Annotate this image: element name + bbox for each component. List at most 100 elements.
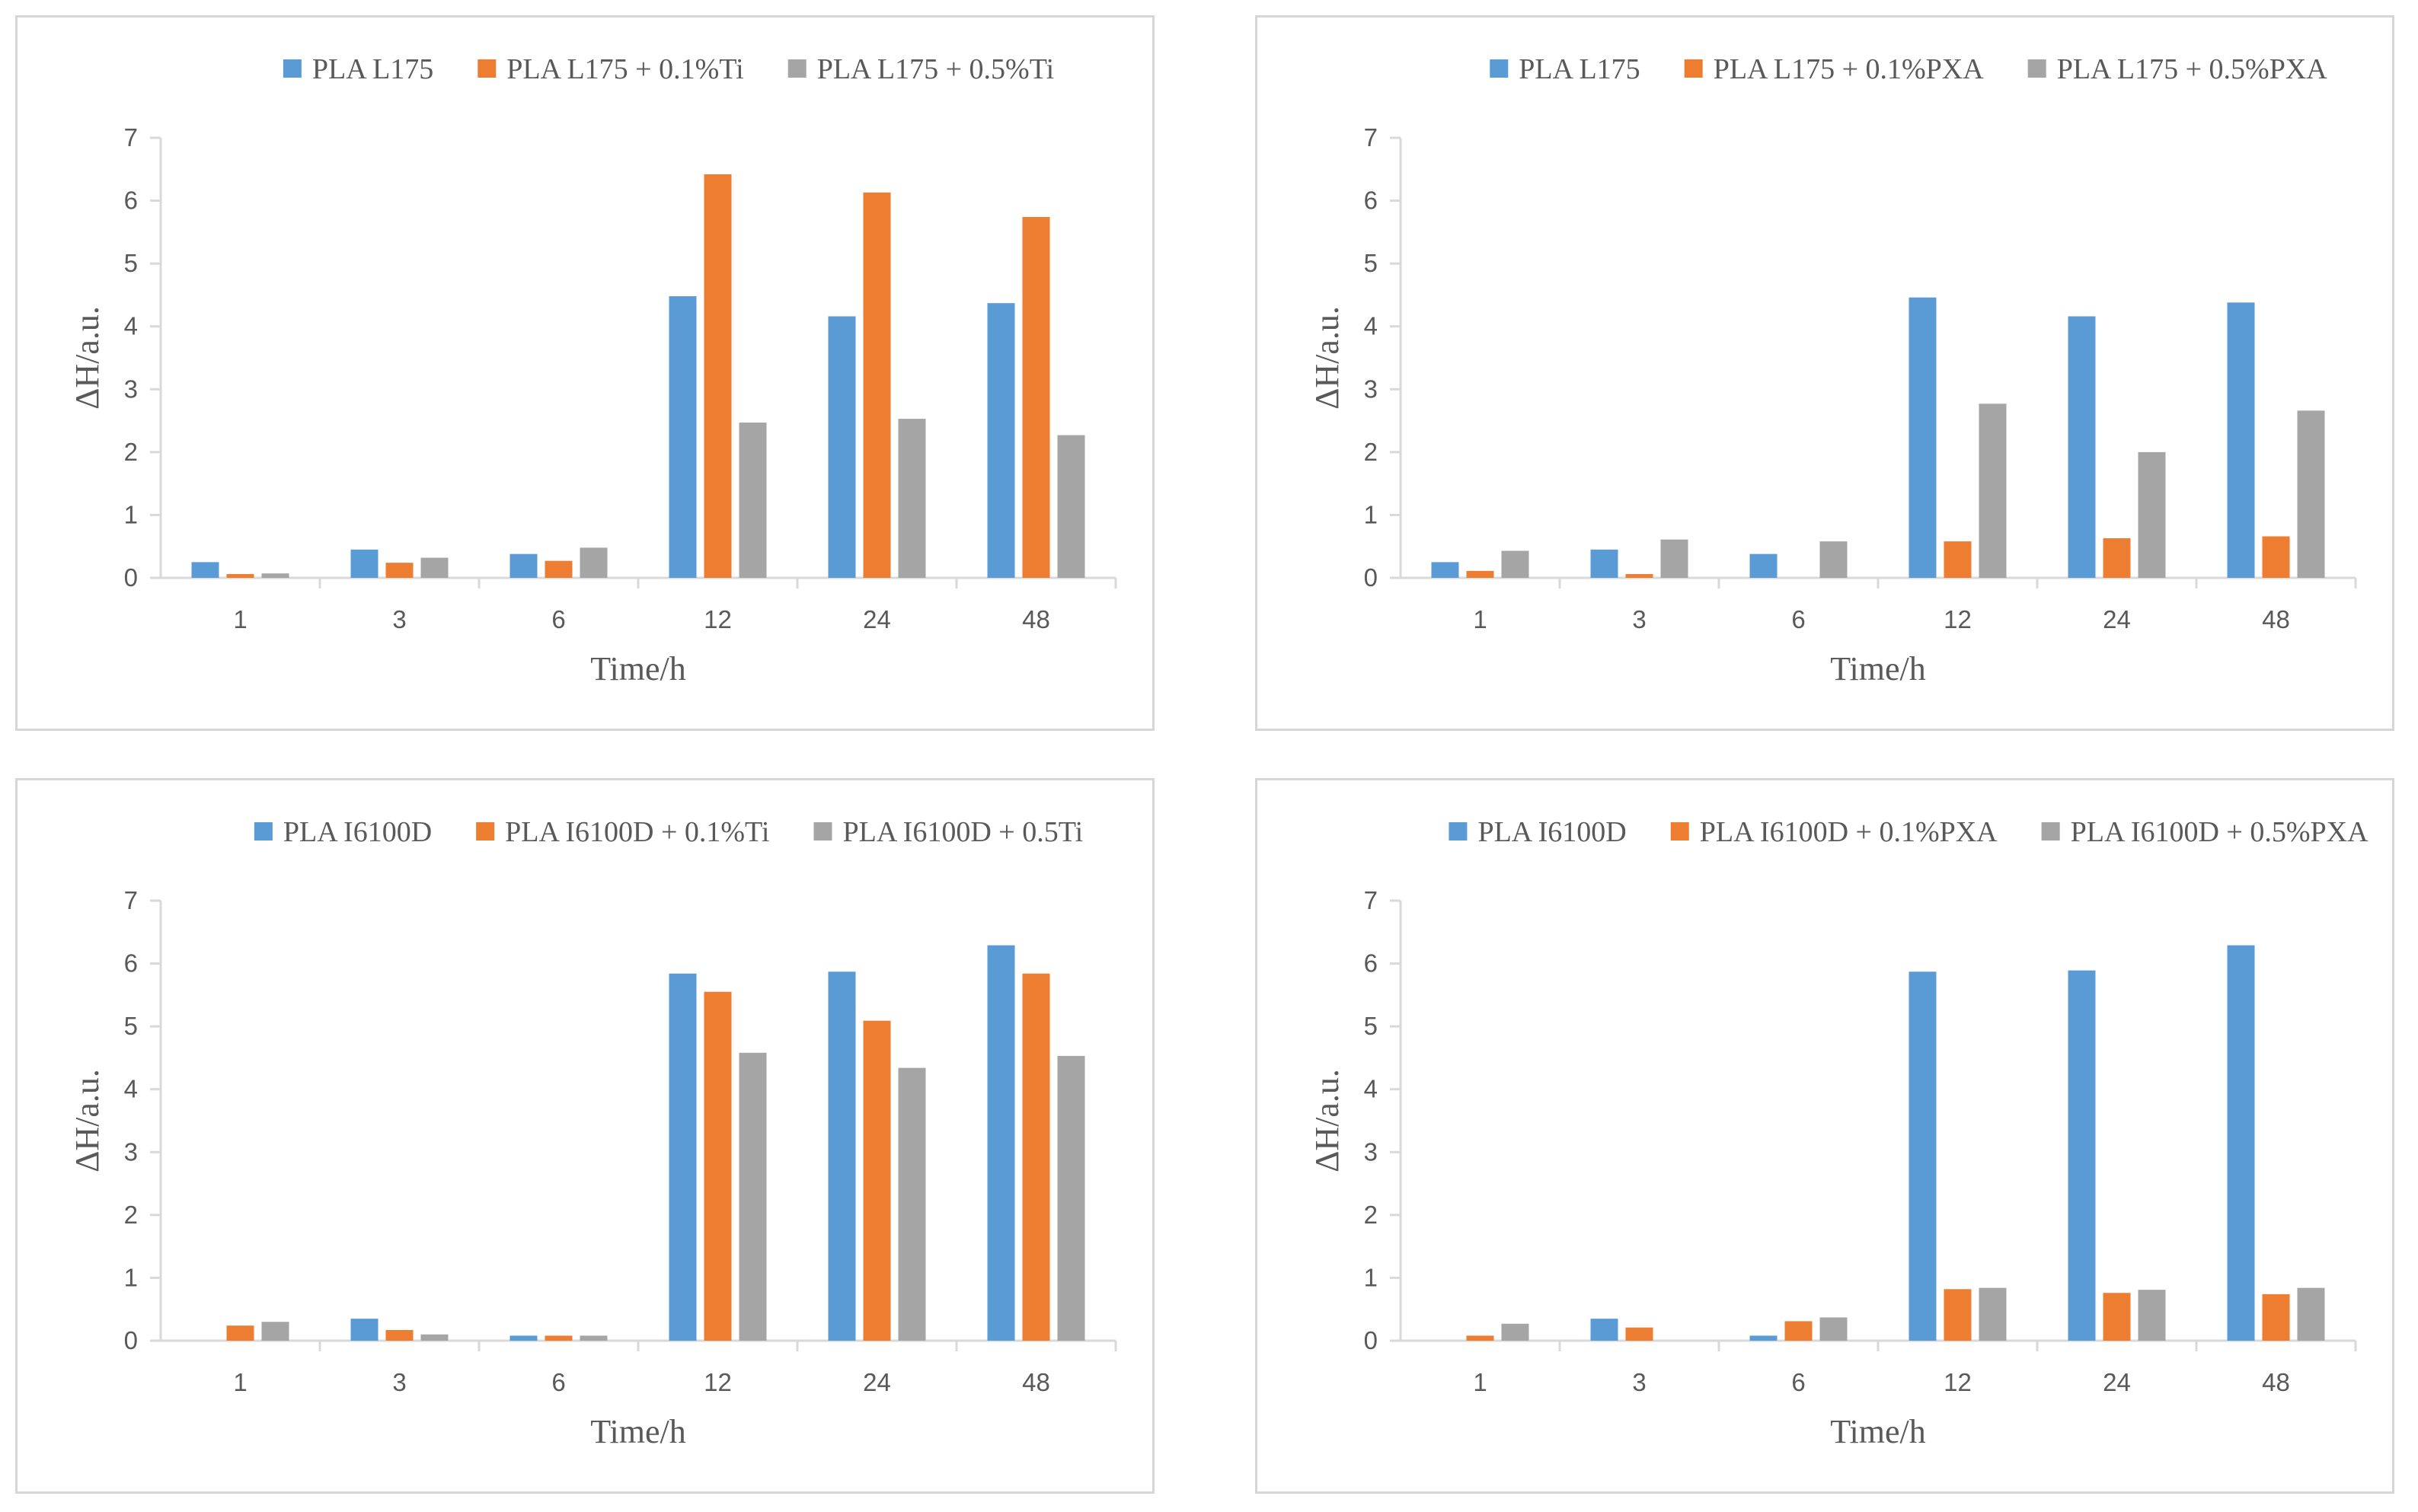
bar-pla-l175-0-1-ti-t48 <box>1022 217 1050 578</box>
bar-pla-i6100d-0-1-pxa-t6 <box>1784 1321 1813 1341</box>
y-tick-label: 0 <box>124 563 138 592</box>
legend-swatch <box>2041 822 2060 841</box>
x-tick-label: 48 <box>2262 605 2290 633</box>
bar-pla-i6100d-0-1-pxa-t24 <box>2103 1293 2131 1341</box>
bar-pla-i6100d-0-1-ti-t24 <box>863 1020 891 1341</box>
bar-pla-i6100d-0-5-pxa-t24 <box>2138 1290 2166 1341</box>
y-tick-label: 6 <box>124 187 138 215</box>
legend-swatch <box>1490 59 1509 78</box>
x-tick-label: 6 <box>1791 605 1805 633</box>
x-tick-label: 48 <box>1022 605 1050 633</box>
legend-swatch <box>1684 59 1703 78</box>
y-tick-label: 7 <box>1364 123 1378 152</box>
y-tick-label: 7 <box>1364 886 1378 914</box>
y-tick-label: 1 <box>1364 1263 1378 1291</box>
bar-pla-i6100d-t6 <box>509 1335 538 1341</box>
bar-pla-i6100d-0-1-ti-t1 <box>226 1325 254 1341</box>
x-axis-title: Time/h <box>590 1413 686 1450</box>
bar-pla-l175-t3 <box>1590 549 1618 578</box>
x-tick-label: 3 <box>1632 1368 1646 1396</box>
y-tick-label: 3 <box>124 375 138 403</box>
bar-pla-l175-t48 <box>987 303 1015 578</box>
bar-pla-i6100d-0-5-pxa-t6 <box>1819 1317 1848 1341</box>
y-tick-label: 2 <box>124 1201 138 1229</box>
bar-pla-l175-0-5-ti-t1 <box>261 573 289 578</box>
bar-pla-l175-t1 <box>191 562 219 578</box>
x-tick-label: 6 <box>551 1368 565 1396</box>
y-tick-label: 2 <box>1364 438 1378 466</box>
x-tick-label: 3 <box>392 1368 406 1396</box>
y-tick-label: 5 <box>124 1012 138 1040</box>
chart-panel-bottom-right: 0 1 2 3 4 5 6 7 1 3 6 12 24 48 Time/h ΔH/a.u. PLA I6100D… <box>1255 778 2394 1494</box>
x-axis-title: Time/h <box>590 650 686 687</box>
y-tick-label: 1 <box>124 500 138 528</box>
x-tick-label: 6 <box>1791 1368 1805 1396</box>
bar-pla-l175-t12 <box>1909 297 1937 578</box>
y-tick-label: 4 <box>1364 312 1378 340</box>
bar-pla-l175-0-1-pxa-t48 <box>2262 536 2290 578</box>
y-tick-label: 2 <box>124 438 138 466</box>
legend-swatch <box>476 822 495 841</box>
bar-pla-l175-0-5-pxa-t6 <box>1819 541 1848 578</box>
y-tick-label: 3 <box>1364 375 1378 403</box>
x-tick-label: 1 <box>1473 1368 1487 1396</box>
bar-pla-l175-0-5-pxa-t3 <box>1660 539 1688 578</box>
legend-label: PLA I6100D <box>283 816 432 848</box>
bar-pla-l175-0-1-pxa-t12 <box>1944 541 1972 578</box>
bar-pla-i6100d-0-5ti-t3 <box>420 1334 449 1341</box>
bar-pla-i6100d-0-5ti-t6 <box>580 1335 608 1341</box>
x-tick-label: 24 <box>2103 1368 2131 1396</box>
bar-pla-l175-t12 <box>669 296 697 578</box>
y-axis-title: ΔH/a.u. <box>69 1069 106 1172</box>
bar-pla-i6100d-0-1-pxa-t12 <box>1944 1289 1972 1341</box>
legend-swatch <box>787 59 807 78</box>
y-tick-label: 4 <box>1364 1075 1378 1103</box>
bar-pla-i6100d-0-1-ti-t48 <box>1022 973 1050 1341</box>
legend: PLA I6100D PLA I6100D + 0.1%PXA PLA I6100D… <box>1449 816 2368 848</box>
bar-pla-i6100d-0-5-pxa-t48 <box>2297 1287 2325 1341</box>
bar-pla-i6100d-0-1-ti-t12 <box>704 991 732 1341</box>
bar-pla-i6100d-0-1-pxa-t48 <box>2262 1293 2290 1341</box>
legend-swatch <box>1449 822 1468 841</box>
y-tick-label: 0 <box>1364 563 1378 592</box>
y-axis-title: ΔH/a.u. <box>1308 1069 1346 1172</box>
x-tick-label: 12 <box>704 605 732 633</box>
legend-swatch <box>283 59 302 78</box>
y-tick-label: 5 <box>124 249 138 277</box>
y-tick-label: 2 <box>1364 1201 1378 1229</box>
bar-pla-l175-0-1-ti-t24 <box>863 192 891 578</box>
legend-swatch <box>1670 822 1689 841</box>
legend-label: PLA I6100D + 0.5%PXA <box>2071 816 2368 848</box>
y-tick-label: 0 <box>1364 1326 1378 1354</box>
bar-pla-l175-t24 <box>2068 316 2096 578</box>
bar-pla-i6100d-0-1-ti-t3 <box>385 1329 414 1341</box>
bar-pla-i6100d-t3 <box>350 1319 379 1341</box>
chart-panel-top-right: 0 1 2 3 4 5 6 7 1 3 6 12 24 48 Time/h ΔH/a.u. PLA L175 PL… <box>1255 15 2394 731</box>
x-tick-label: 48 <box>2262 1368 2290 1396</box>
bar-pla-l175-t1 <box>1431 562 1459 578</box>
y-tick-label: 0 <box>124 1326 138 1354</box>
bar-pla-i6100d-t48 <box>987 945 1015 1341</box>
bar-pla-i6100d-t3 <box>1590 1319 1618 1341</box>
bar-pla-i6100d-t12 <box>1909 971 1937 1341</box>
y-tick-label: 5 <box>1364 1012 1378 1040</box>
bar-pla-l175-0-5-pxa-t12 <box>1979 404 2007 578</box>
legend-label: PLA L175 + 0.1%Ti <box>506 53 743 85</box>
x-axis-title: Time/h <box>1830 650 1926 687</box>
bar-pla-l175-0-5-pxa-t24 <box>2138 451 2166 578</box>
x-tick-label: 12 <box>1944 1368 1972 1396</box>
bar-pla-i6100d-t6 <box>1749 1335 1778 1341</box>
x-tick-label: 12 <box>1944 605 1972 633</box>
legend-label: PLA L175 + 0.1%PXA <box>1714 53 1985 85</box>
bar-pla-i6100d-t48 <box>2227 945 2255 1341</box>
bar-pla-l175-0-5-pxa-t1 <box>1501 550 1529 578</box>
x-axis-title: Time/h <box>1830 1413 1926 1450</box>
chart-panel-top-left: 0 1 2 3 4 5 6 7 1 3 6 12 24 48 Time/h ΔH/a.u. PLA L175 PL… <box>15 15 1155 731</box>
x-tick-label: 24 <box>863 605 891 633</box>
bar-pla-l175-t3 <box>350 549 379 578</box>
x-tick-label: 3 <box>392 605 406 633</box>
x-tick-label: 48 <box>1022 1368 1050 1396</box>
